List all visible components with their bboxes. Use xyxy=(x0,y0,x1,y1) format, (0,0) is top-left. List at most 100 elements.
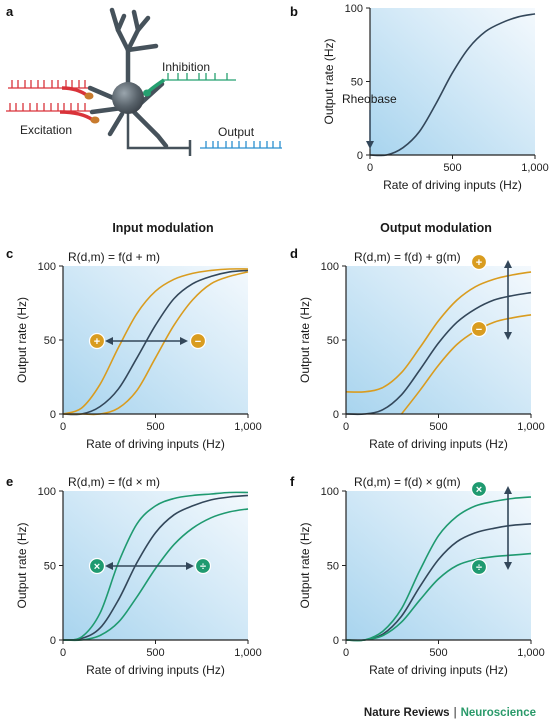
y-tick-label-e-2: 100 xyxy=(38,486,56,498)
series-b-0-base-curve xyxy=(369,13,536,157)
x-tick-label-c-2: 1,000 xyxy=(234,421,262,433)
journal-section: Neuroscience xyxy=(460,707,536,719)
soma xyxy=(112,82,144,114)
y-axis-label-f: Output rate (Hz) xyxy=(298,522,312,608)
plot-area-f xyxy=(346,491,531,640)
output-spike-train xyxy=(200,141,282,149)
svg-text:−: − xyxy=(195,336,201,348)
panel-label-b: b xyxy=(290,4,298,19)
axon xyxy=(126,112,190,150)
badge-minus-d: − xyxy=(470,320,488,338)
output-label: Output xyxy=(218,125,255,139)
badge-divide-e: ÷ xyxy=(194,557,212,575)
excitation-spike-train-1 xyxy=(8,80,88,89)
x-tick-label-d-1: 500 xyxy=(429,421,447,433)
badge-multiply-f: × xyxy=(470,480,488,498)
x-tick-label-d-0: 0 xyxy=(343,421,349,433)
excitation-label: Excitation xyxy=(20,123,72,137)
panel-label-d: d xyxy=(290,246,298,261)
y-axis-label-d: Output rate (Hz) xyxy=(298,297,312,383)
x-tick-label-f-2: 1,000 xyxy=(517,647,545,659)
panel-label-c: c xyxy=(6,246,13,261)
neuron-schematic xyxy=(59,7,192,156)
y-tick-label-f-1: 50 xyxy=(327,561,339,573)
y-axis-label-c: Output rate (Hz) xyxy=(15,297,29,383)
plot-area-d xyxy=(346,266,531,414)
x-axis-label-f: Rate of driving inputs (Hz) xyxy=(369,663,508,677)
badge-minus-c: − xyxy=(189,332,207,350)
y-tick-label-d-0: 0 xyxy=(333,409,339,421)
chart-b: 0 500 1,000 0 50 100 Rate of driving inputs (H… xyxy=(322,3,549,192)
series-e-1-multiplicative-curve xyxy=(62,491,249,641)
section-title-output: Output modulation xyxy=(380,221,492,235)
y-tick-label-f-0: 0 xyxy=(333,635,339,647)
svg-text:×: × xyxy=(94,561,100,573)
x-axis-label-c: Rate of driving inputs (Hz) xyxy=(86,437,225,451)
journal-name: Nature Reviews xyxy=(363,707,450,719)
equation-d: R(d,m) = f(d) + g(m) xyxy=(354,250,461,264)
y-tick-label-b-1: 50 xyxy=(351,77,363,89)
x-tick-label-f-1: 500 xyxy=(429,647,447,659)
chart-c: 0 500 1,000 0 50 100 Rate of driving inputs (H… xyxy=(15,261,262,451)
series-f-2-multiplicative-curve xyxy=(345,552,532,642)
svg-text:+: + xyxy=(94,336,100,348)
y-tick-label-e-0: 0 xyxy=(50,635,56,647)
svg-text:×: × xyxy=(476,484,482,496)
y-tick-label-f-2: 100 xyxy=(321,486,339,498)
equation-e: R(d,m) = f(d × m) xyxy=(68,475,160,489)
y-tick-label-e-1: 50 xyxy=(44,561,56,573)
svg-text:÷: ÷ xyxy=(476,562,482,574)
badge-plus-c: + xyxy=(88,332,106,350)
equation-c: R(d,m) = f(d + m) xyxy=(68,250,160,264)
plot-area-b xyxy=(370,8,535,155)
x-tick-label-c-0: 0 xyxy=(60,421,66,433)
journal-footer: Nature Reviews | Neuroscience xyxy=(364,707,536,719)
x-tick-label-b-2: 1,000 xyxy=(521,162,549,174)
svg-text:−: − xyxy=(476,324,482,336)
series-d-0-base-curve xyxy=(345,291,532,416)
y-tick-label-b-0: 0 xyxy=(357,150,363,162)
series-f-1-multiplicative-curve xyxy=(345,496,532,642)
panel-label-f: f xyxy=(290,474,295,489)
x-tick-label-e-2: 1,000 xyxy=(234,647,262,659)
equation-f: R(d,m) = f(d) × g(m) xyxy=(354,475,461,489)
x-axis-label-d: Rate of driving inputs (Hz) xyxy=(369,437,508,451)
inhibition-label: Inhibition xyxy=(162,60,210,74)
y-axis-label-b: Output rate (Hz) xyxy=(322,38,336,124)
x-tick-label-b-1: 500 xyxy=(443,162,461,174)
x-axis-label-e: Rate of driving inputs (Hz) xyxy=(86,663,225,677)
badge-divide-f: ÷ xyxy=(470,558,488,576)
x-tick-label-f-0: 0 xyxy=(343,647,349,659)
series-e-0-base-curve xyxy=(62,494,249,641)
y-tick-label-c-2: 100 xyxy=(38,261,56,273)
x-tick-label-e-0: 0 xyxy=(60,647,66,659)
x-tick-label-e-1: 500 xyxy=(146,647,164,659)
excitation-spike-train-2 xyxy=(6,103,90,112)
badge-multiply-e: × xyxy=(88,557,106,575)
y-tick-label-d-2: 100 xyxy=(321,261,339,273)
x-axis-label-b: Rate of driving inputs (Hz) xyxy=(383,178,522,192)
y-tick-label-b-2: 100 xyxy=(345,3,363,15)
series-c-1-additive-curve xyxy=(62,268,249,415)
svg-text:+: + xyxy=(476,257,482,269)
y-tick-label-c-1: 50 xyxy=(44,335,56,347)
y-tick-label-c-0: 0 xyxy=(50,409,56,421)
x-tick-label-d-2: 1,000 xyxy=(517,421,545,433)
panel-label-a: a xyxy=(6,4,14,19)
panel-label-e: e xyxy=(6,474,13,489)
series-c-0-base-curve xyxy=(62,269,249,416)
section-title-input: Input modulation xyxy=(112,221,213,235)
y-tick-label-d-1: 50 xyxy=(327,335,339,347)
rheobase-label: Rheobase xyxy=(342,92,397,106)
x-tick-label-c-1: 500 xyxy=(146,421,164,433)
footer-separator: | xyxy=(453,707,457,719)
svg-text:÷: ÷ xyxy=(200,561,206,573)
chart-d: 0 500 1,000 0 50 100 Rate of driving inputs (H… xyxy=(298,261,545,451)
chart-f: 0 500 1,000 0 50 100 Rate of driving inputs (H… xyxy=(298,486,545,677)
x-tick-label-b-0: 0 xyxy=(367,162,373,174)
inhibition-spike-train xyxy=(162,73,236,81)
series-d-1-additive-curve xyxy=(345,271,532,393)
badge-plus-d: + xyxy=(470,253,488,271)
y-axis-label-e: Output rate (Hz) xyxy=(15,522,29,608)
